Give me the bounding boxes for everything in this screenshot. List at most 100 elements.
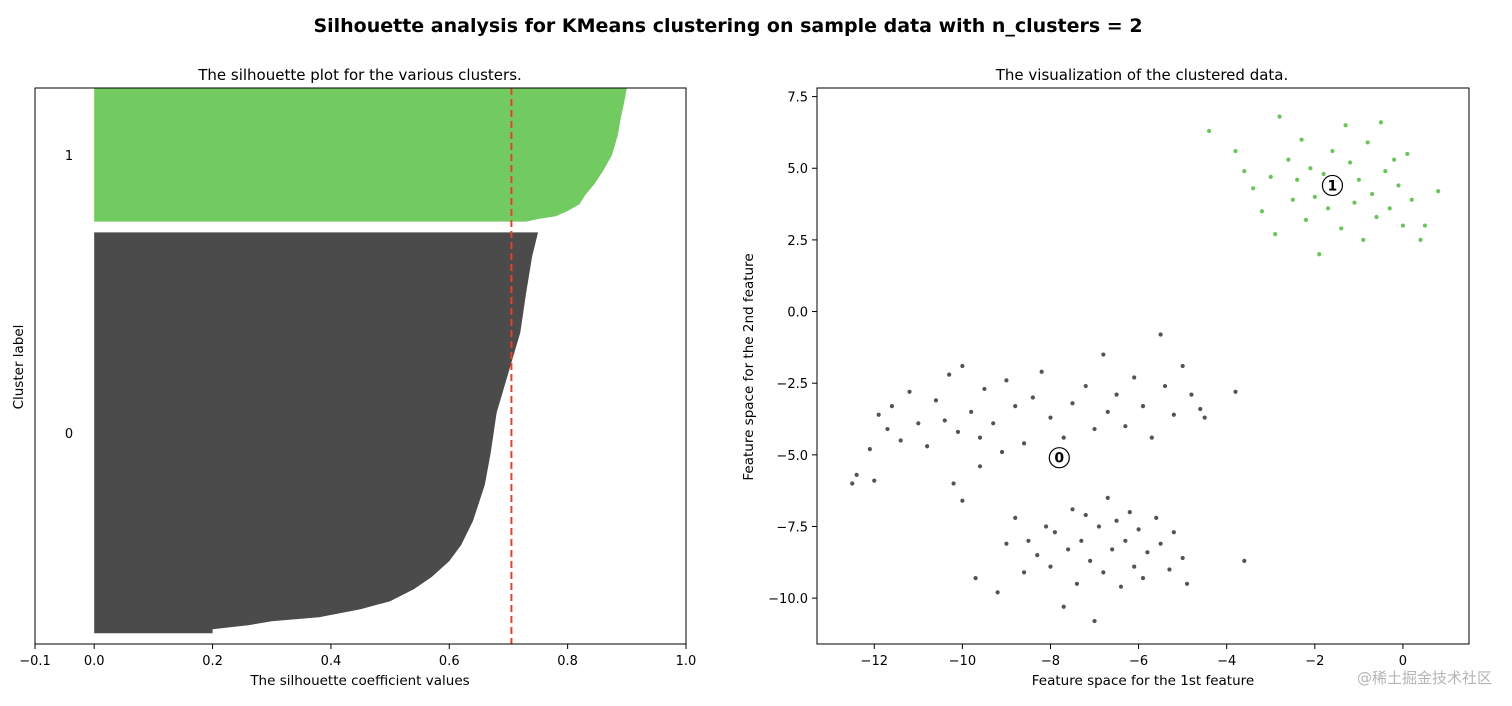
cluster-0-point [1123, 424, 1128, 429]
cluster-0-point [1198, 406, 1203, 412]
cluster-scatter-plot: The visualization of the clustered data.… [741, 66, 1470, 689]
cluster-0-point [1092, 618, 1097, 624]
cluster-0-point [982, 386, 987, 392]
scatter-y-tick-label: −2.5 [776, 377, 808, 392]
cluster-1-point [1361, 237, 1366, 242]
cluster-0-point [951, 481, 956, 486]
cluster-0-point [947, 372, 952, 377]
cluster-1-point [1308, 166, 1313, 171]
cluster-0-point [1158, 541, 1163, 546]
cluster-0-point [1030, 395, 1035, 400]
cluster-0-point [1101, 352, 1106, 357]
cluster-0-point [1070, 401, 1075, 406]
cluster-0-point [1043, 524, 1049, 529]
cluster-1-point [1273, 232, 1278, 237]
cluster-1-point [1392, 157, 1397, 162]
cluster-0-point [885, 426, 890, 432]
cluster-1-point [1259, 209, 1265, 214]
cluster-1-point [1396, 183, 1401, 188]
cluster-0-point [1035, 553, 1040, 558]
silhouette-x-tick-label: 0.2 [202, 654, 223, 669]
cluster-0-point [1114, 518, 1119, 523]
cluster-0-point [1167, 567, 1172, 572]
cluster-0-point [1083, 512, 1088, 518]
cluster-0-point [960, 363, 965, 369]
cluster-1-point [1387, 206, 1392, 211]
cluster-0-point [973, 575, 978, 581]
cluster-0-point [969, 409, 974, 414]
cluster-1-point [1400, 223, 1406, 228]
cluster-0-point [1048, 564, 1053, 569]
cluster-1-point [1409, 197, 1414, 202]
cluster-1-point [1383, 169, 1388, 174]
silhouette-x-tick-label: 0.0 [84, 654, 105, 669]
silhouette-y-axis-label: Cluster label [11, 325, 27, 410]
cluster-0-point [916, 421, 921, 426]
cluster-0-point [1052, 530, 1057, 535]
cluster-0-point [955, 429, 961, 435]
silhouette-plot-frame [34, 87, 687, 645]
cluster-0-point [991, 421, 996, 426]
cluster-1-point [1369, 191, 1375, 197]
cluster-0-point [867, 447, 872, 452]
cluster-0-point [1123, 538, 1128, 543]
cluster-0-center-marker [1048, 447, 1070, 469]
cluster-0-point [977, 435, 983, 440]
cluster-0-point [1039, 369, 1044, 374]
scatter-y-tick-label: −7.5 [776, 520, 808, 535]
cluster-0-point [1079, 538, 1084, 543]
cluster-0-point [898, 438, 903, 443]
cluster-1-point [1339, 226, 1344, 231]
cluster-0-point [1180, 555, 1185, 561]
cluster-1-point [1299, 137, 1304, 142]
silhouette-x-tick-label: 0.8 [557, 654, 578, 669]
silhouette-x-tick-label: 1.0 [676, 654, 697, 669]
cluster-1-point [1242, 169, 1247, 174]
scatter-plot-frame [816, 87, 1470, 645]
scatter-y-tick-label: 0.0 [787, 306, 808, 321]
cluster-0-point [1114, 392, 1119, 397]
cluster-0-point [1021, 441, 1027, 446]
cluster-0-point [1171, 530, 1176, 535]
scatter-x-tick-label: 0 [1399, 654, 1407, 669]
cluster-0-point [1233, 389, 1238, 394]
cluster-0-point [876, 412, 881, 417]
scatter-y-ticks: 7.5 5.0 2.5 0.0 −2.5 −5.0 −7.5 −10.0 [768, 91, 817, 607]
cluster-1-point [1405, 151, 1410, 157]
cluster-0-point [1149, 435, 1154, 440]
silhouette-cluster-0-label: 0 [65, 427, 73, 442]
cluster-0-point [1092, 426, 1097, 432]
cluster-1-point [1343, 123, 1348, 128]
cluster-0-point [854, 472, 859, 478]
scatter-y-tick-label: −10.0 [768, 592, 808, 607]
cluster-0-point [1132, 375, 1137, 380]
cluster-1-point [1233, 148, 1238, 154]
silhouette-cluster-labels: 01 [65, 149, 73, 442]
cluster-0-point [907, 389, 912, 394]
cluster-0-point [925, 444, 930, 449]
silhouette-cluster-1-label: 1 [65, 149, 73, 164]
scatter-y-axis-label: Feature space for the 2nd feature [741, 253, 757, 480]
cluster-1-point [1418, 237, 1423, 242]
cluster-1-point [1290, 197, 1295, 202]
cluster-1-point [1356, 177, 1361, 182]
silhouette-plot-content [94, 88, 627, 644]
scatter-y-tick-label: −5.0 [776, 449, 808, 464]
scatter-x-tick-label: −4 [1217, 654, 1236, 669]
cluster-0-point [1140, 404, 1146, 409]
cluster-0-point [977, 464, 983, 469]
cluster-0-point [850, 481, 855, 486]
silhouette-x-tick-label: −0.1 [19, 654, 51, 669]
cluster-0-point [942, 418, 947, 423]
cluster-0-point [1026, 538, 1031, 543]
cluster-0-point [1154, 515, 1159, 521]
cluster-0-point [1140, 575, 1146, 581]
cluster-1-center-marker [1321, 174, 1344, 197]
cluster-0-point [1083, 383, 1088, 389]
cluster-1-point [1277, 114, 1282, 119]
cluster-0-point [1088, 558, 1093, 563]
scatter-plot-content: 01 [850, 114, 1441, 624]
cluster-0-point [1202, 415, 1207, 420]
scatter-y-tick-label: 2.5 [787, 234, 808, 249]
